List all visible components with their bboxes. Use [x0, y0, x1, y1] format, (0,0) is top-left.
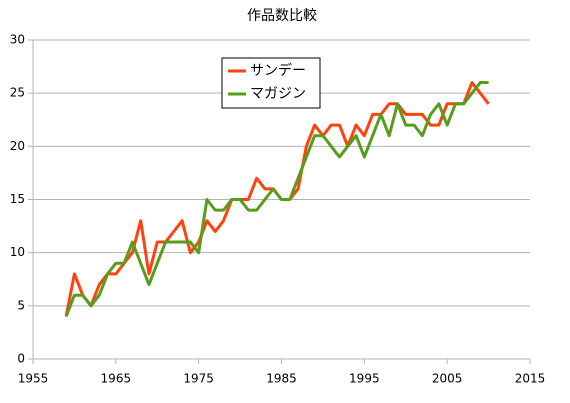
x-tick-label: 1975 — [183, 372, 214, 386]
y-tick-label: 0 — [17, 352, 25, 366]
legend-box — [221, 57, 321, 109]
y-tick-label: 5 — [17, 298, 25, 312]
legend-label: マガジン — [250, 86, 306, 102]
y-tick-label: 10 — [10, 245, 25, 259]
y-tick-label: 30 — [10, 33, 25, 47]
chart-title: 作品数比較 — [247, 8, 317, 24]
y-tick-label: 15 — [10, 192, 25, 206]
series-line — [64, 81, 489, 318]
x-tick-label: 1995 — [349, 372, 380, 386]
x-tick-label: 1965 — [101, 372, 132, 386]
x-tick-label: 2015 — [515, 372, 546, 386]
y-tick-label: 25 — [10, 86, 25, 100]
x-tick-label: 1985 — [266, 372, 297, 386]
x-tick-label: 2005 — [432, 372, 463, 386]
y-tick-label: 20 — [10, 139, 25, 153]
x-tick-label: 1955 — [18, 372, 49, 386]
legend-label: サンデー — [250, 62, 306, 79]
